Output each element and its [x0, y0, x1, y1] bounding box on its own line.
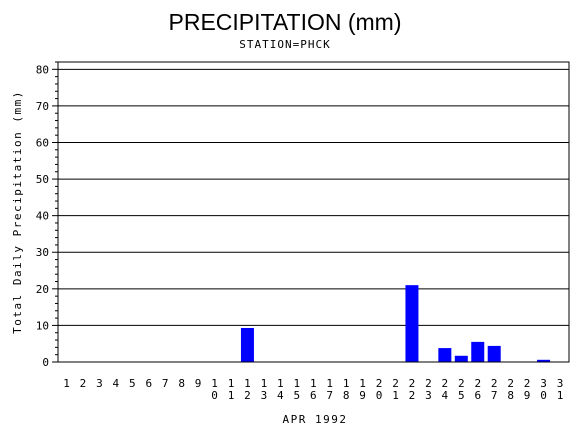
x-tick-label: 3	[540, 377, 547, 390]
x-tick-label: 2	[458, 377, 465, 390]
bar	[454, 355, 468, 362]
x-tick-label: 2	[442, 377, 449, 390]
chart-title: PRECIPITATION (mm)	[169, 9, 402, 35]
x-tick-label: 1	[63, 377, 70, 390]
bar	[471, 341, 485, 362]
x-tick-label: 2	[376, 377, 383, 390]
x-tick-label: 3	[96, 377, 103, 390]
x-tick-label: 2	[409, 389, 416, 402]
x-tick-label: 1	[261, 377, 268, 390]
x-tick-label: 3	[425, 389, 432, 402]
x-tick-label: 0	[540, 389, 547, 402]
x-tick-label: 5	[293, 389, 300, 402]
chart-subtitle: STATION=PHCK	[239, 38, 330, 51]
y-tick-label: 50	[36, 173, 49, 186]
x-tick-label: 1	[277, 377, 284, 390]
x-axis-label: APR 1992	[283, 413, 348, 426]
y-tick-label: 40	[36, 210, 49, 223]
x-tick-label: 9	[195, 377, 202, 390]
x-tick-label: 3	[261, 389, 268, 402]
bar	[537, 359, 551, 362]
y-tick-label: 60	[36, 136, 49, 149]
x-tick-label: 3	[557, 377, 564, 390]
bar	[405, 285, 419, 362]
y-tick-label: 30	[36, 246, 49, 259]
x-tick-label: 2	[392, 377, 399, 390]
x-tick-label: 8	[178, 377, 185, 390]
x-tick-label: 6	[474, 389, 481, 402]
x-tick-label: 5	[129, 377, 136, 390]
bar	[438, 348, 452, 362]
x-tick-label: 2	[409, 377, 416, 390]
x-tick-label: 1	[326, 377, 333, 390]
x-tick-label: 1	[244, 377, 251, 390]
x-tick-label: 6	[145, 377, 152, 390]
x-tick-label: 8	[343, 389, 350, 402]
x-tick-label: 4	[113, 377, 120, 390]
x-tick-label: 2	[80, 377, 87, 390]
x-tick-label: 0	[211, 389, 218, 402]
x-tick-label: 1	[310, 377, 317, 390]
axes	[52, 61, 570, 363]
x-tick-label: 1	[293, 377, 300, 390]
x-tick-label: 7	[326, 389, 333, 402]
x-tick-label: 9	[359, 389, 366, 402]
x-tick-label: 7	[491, 389, 498, 402]
x-tick-label: 2	[244, 389, 251, 402]
x-tick-label: 5	[458, 389, 465, 402]
x-tick-label: 1	[228, 389, 235, 402]
plot-frame	[57, 61, 570, 363]
x-tick-label: 1	[359, 377, 366, 390]
y-tick-label: 0	[42, 356, 49, 369]
x-tick-label: 1	[343, 377, 350, 390]
x-tick-label: 2	[524, 377, 531, 390]
x-tick-label: 1	[392, 389, 399, 402]
x-tick-label: 9	[524, 389, 531, 402]
x-tick-label: 4	[442, 389, 449, 402]
gridlines	[58, 68, 569, 326]
x-tick-label: 1	[211, 377, 218, 390]
bar	[487, 345, 501, 362]
x-tick-label: 4	[277, 389, 284, 402]
y-tick-label: 70	[36, 100, 49, 113]
bars	[240, 285, 551, 362]
y-tick-label: 10	[36, 319, 49, 332]
y-tick-label: 20	[36, 283, 49, 296]
x-tick-label: 2	[491, 377, 498, 390]
y-axis-label: Total Daily Precipitation (mm)	[11, 90, 24, 334]
x-tick-label: 8	[507, 389, 514, 402]
x-tick-label: 6	[310, 389, 317, 402]
x-tick-label: 7	[162, 377, 169, 390]
x-tick-label: 2	[507, 377, 514, 390]
y-tick-label: 80	[36, 63, 49, 76]
x-tick-label: 2	[474, 377, 481, 390]
x-tick-label: 2	[425, 377, 432, 390]
x-tick-label: 1	[557, 389, 564, 402]
x-tick-label: 0	[376, 389, 383, 402]
bar	[240, 327, 254, 362]
x-tick-label: 1	[228, 377, 235, 390]
